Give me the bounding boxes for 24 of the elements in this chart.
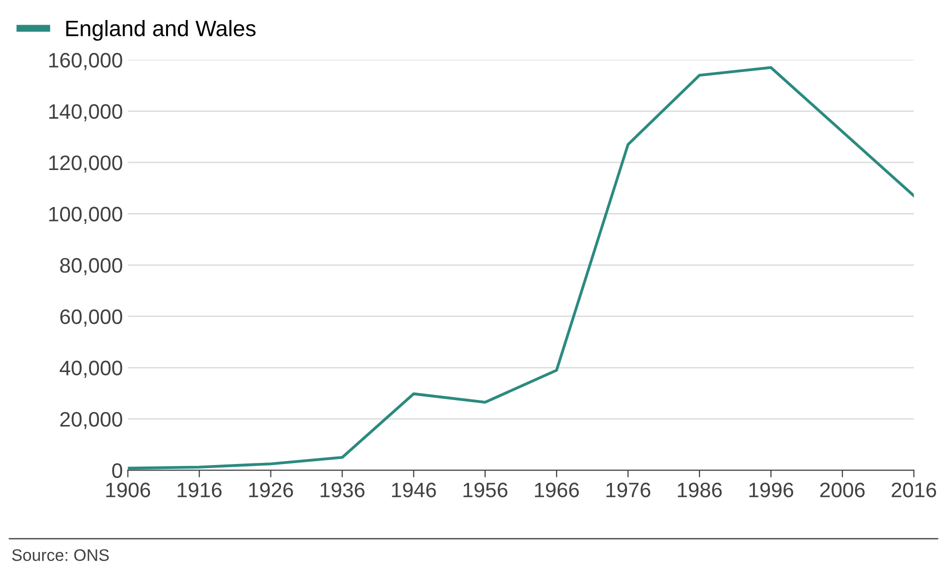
y-tick-label: 80,000 [60, 258, 122, 276]
source-note: Source: ONS [12, 549, 109, 562]
x-tick-label: 2016 [892, 482, 936, 498]
y-tick-label: 120,000 [49, 155, 122, 173]
x-tick-label: 1916 [178, 482, 222, 498]
legend-label: England and Wales [66, 20, 256, 41]
y-tick-label: 140,000 [49, 104, 122, 122]
x-tick-label: 1996 [749, 482, 794, 498]
x-tick-label: 1936 [320, 482, 364, 498]
x-tick-label: 2006 [820, 482, 865, 498]
x-tick-label: 1946 [392, 482, 436, 498]
line-series [128, 66, 914, 470]
y-tick-label: 160,000 [49, 52, 122, 70]
x-tick-label: 1976 [606, 482, 650, 498]
x-tick-label: 1926 [249, 482, 294, 498]
x-tick-label: 1906 [106, 482, 150, 498]
y-tick-label: 40,000 [60, 360, 122, 378]
y-tick-label: 0 [112, 463, 122, 478]
x-tick-label: 1956 [464, 482, 508, 498]
y-tick-label: 60,000 [60, 309, 122, 327]
x-tick-label: 1966 [534, 482, 579, 498]
y-tick-label: 20,000 [60, 412, 122, 430]
x-tick-label: 1986 [678, 482, 722, 498]
y-tick-label: 100,000 [49, 206, 122, 224]
